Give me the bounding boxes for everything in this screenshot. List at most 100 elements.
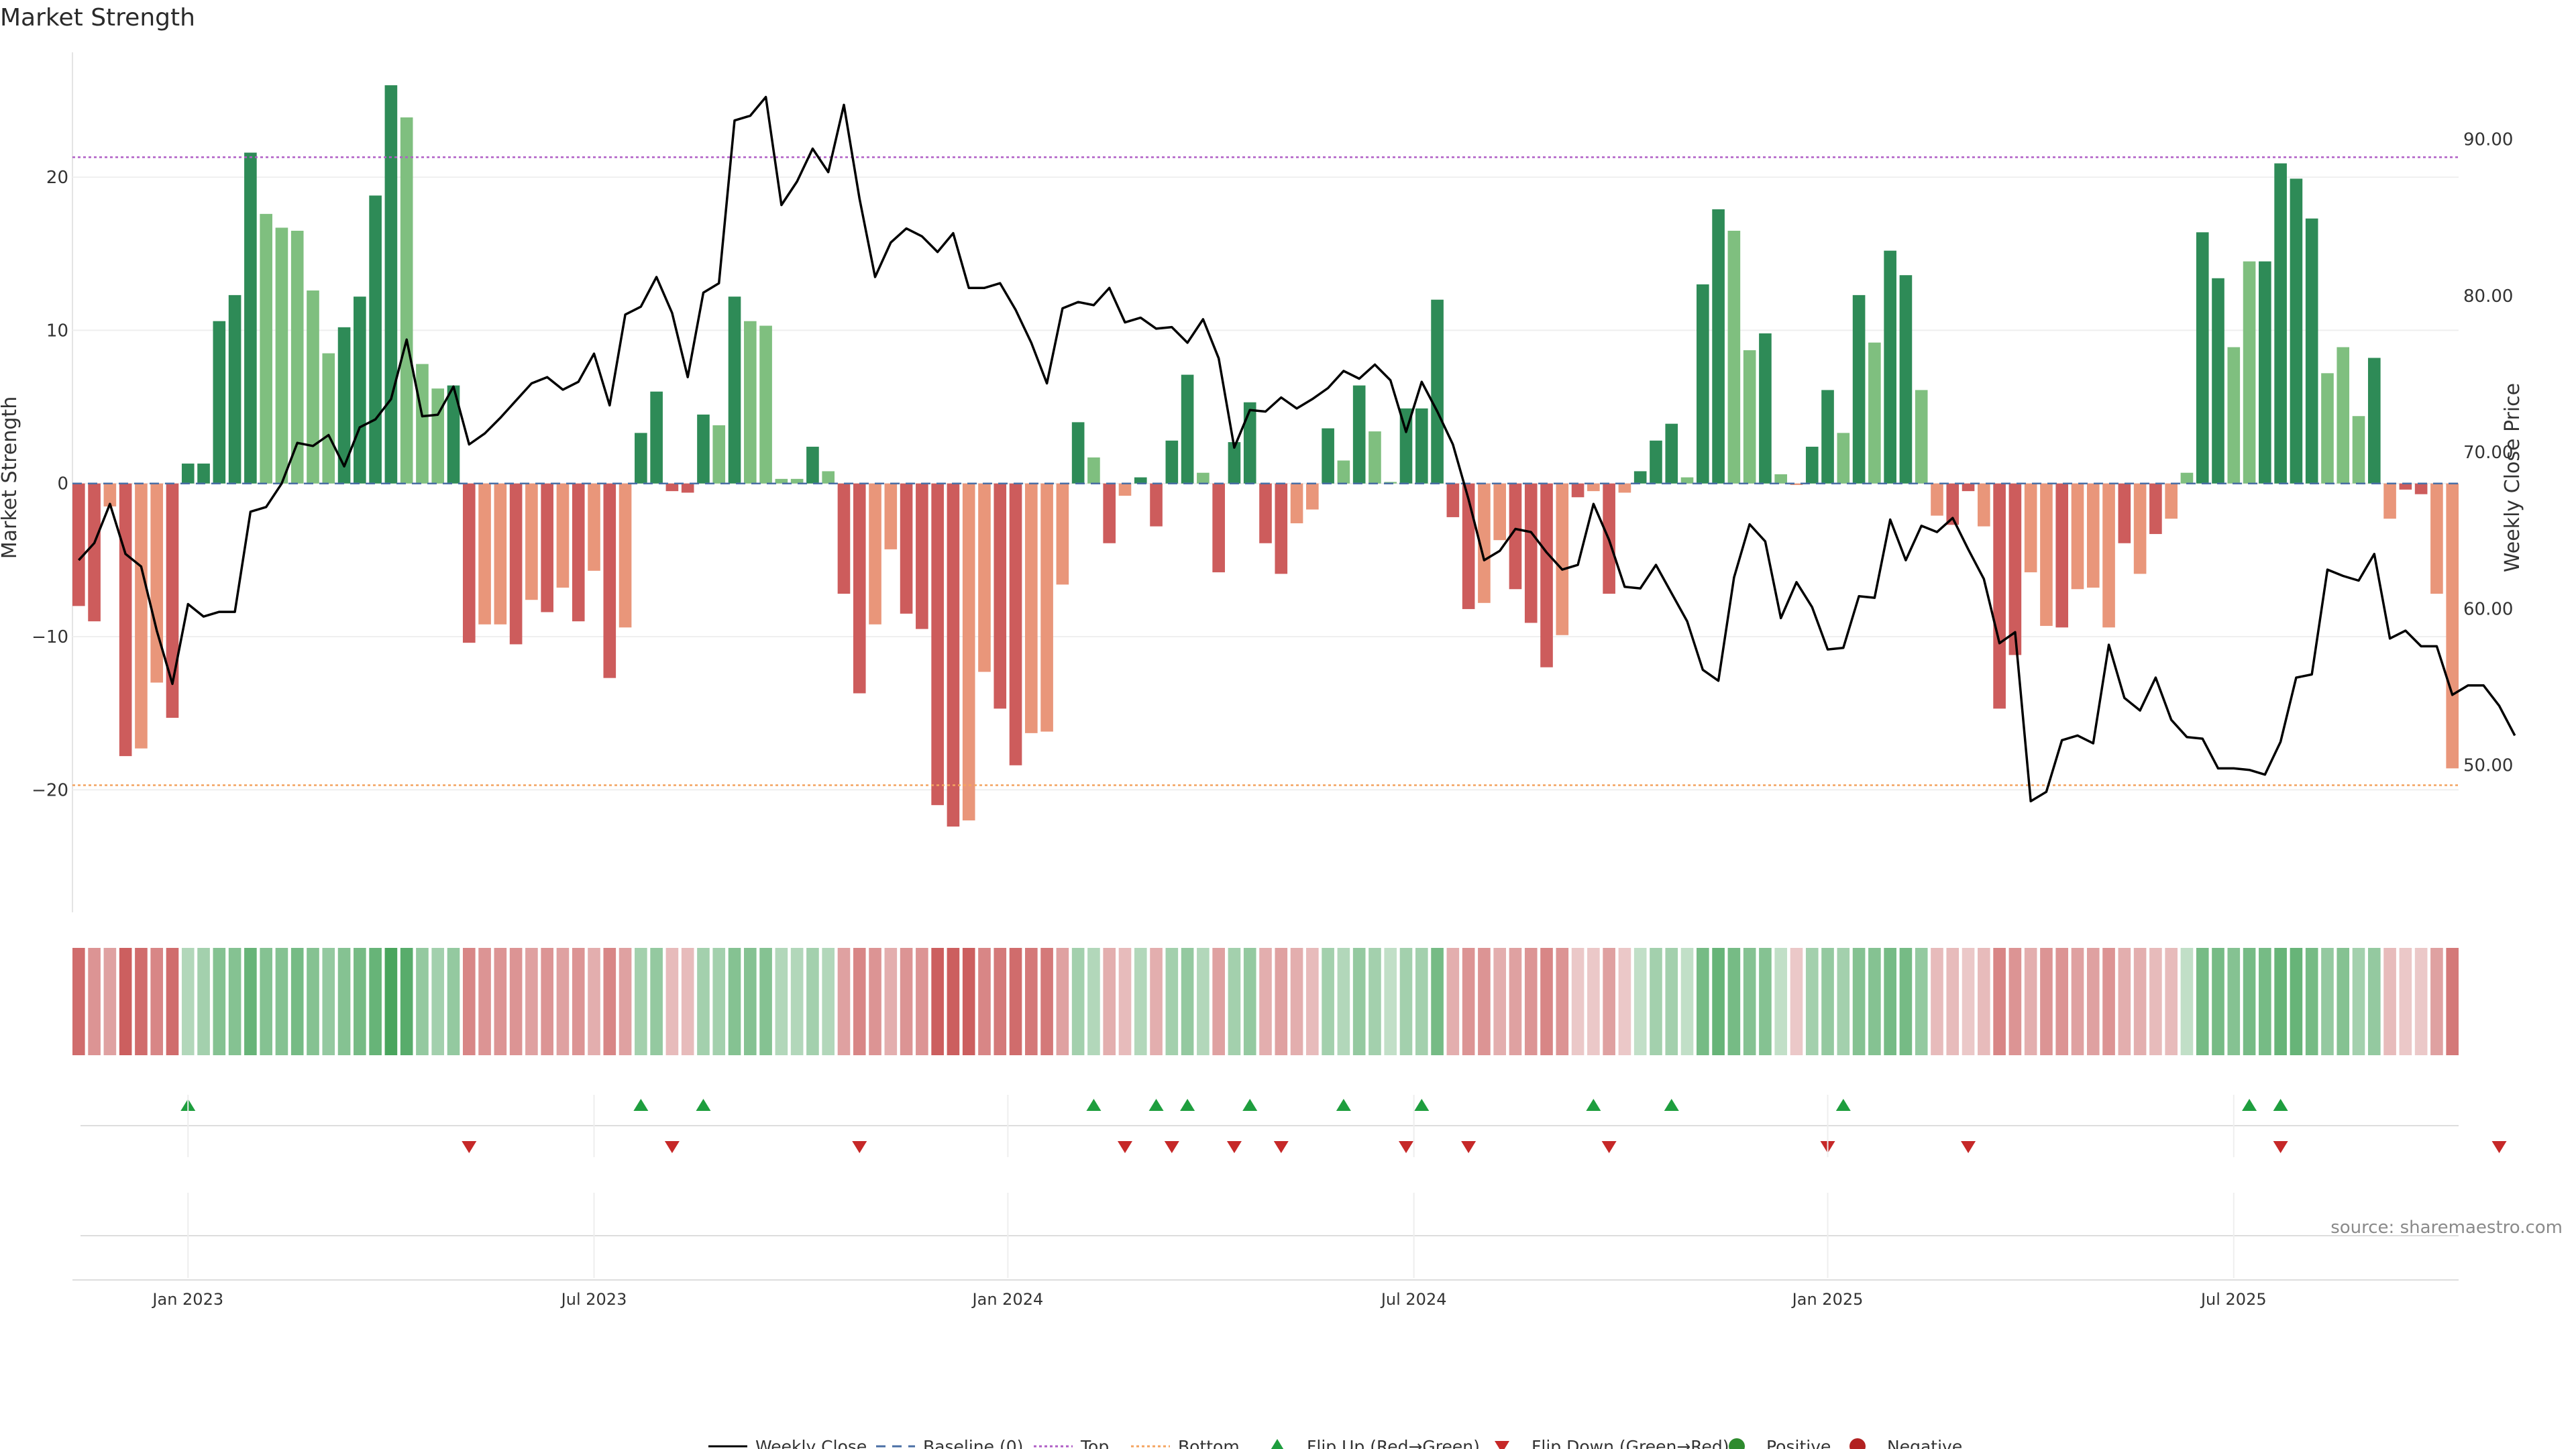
flip-down-marker — [1961, 1141, 1976, 1153]
gauge-cell — [150, 948, 164, 1055]
strength-bar — [447, 385, 460, 484]
gauge-cell — [2399, 948, 2412, 1055]
gauge-cell — [244, 948, 257, 1055]
strength-bar — [1134, 477, 1147, 484]
gauge-cell — [1618, 948, 1631, 1055]
legend-label: Flip Up (Red→Green) — [1307, 1437, 1480, 1449]
strength-bar — [2180, 472, 2194, 484]
gauge-cell — [447, 948, 460, 1055]
strength-bar — [556, 483, 570, 588]
gauge-cell — [1759, 948, 1772, 1055]
gauge-cell — [1056, 948, 1069, 1055]
x-tick-label: Jan 2023 — [151, 1290, 223, 1309]
strength-bar — [1446, 483, 1460, 517]
strength-bar — [2367, 358, 2381, 484]
gauge-cell — [2165, 948, 2178, 1055]
gauge-cell — [2259, 948, 2271, 1055]
gauge-cell — [572, 948, 585, 1055]
strength-bar — [2305, 218, 2318, 484]
strength-bar — [1243, 402, 1256, 484]
gauge-cell — [1103, 948, 1116, 1055]
gauge-cell — [1837, 948, 1850, 1055]
strength-bar — [181, 464, 195, 484]
right-axis-label: Weekly Close Price — [2501, 383, 2524, 572]
legend-swatch-negative — [1849, 1438, 1866, 1449]
strength-gauge-strip — [72, 948, 2459, 1055]
gauge-cell — [931, 948, 944, 1055]
strength-bar — [1712, 209, 1725, 484]
gauge-cell — [1852, 948, 1866, 1055]
gauge-cell — [1915, 948, 1928, 1055]
strength-bar — [135, 483, 148, 749]
strength-bar — [588, 483, 600, 571]
strength-bar — [150, 483, 164, 683]
gauge-cell — [1368, 948, 1381, 1055]
gauge-cell — [1071, 948, 1085, 1055]
gauge-cell — [619, 948, 632, 1055]
strength-bar — [1509, 483, 1522, 590]
gauge-cell — [1805, 948, 1819, 1055]
gauge-cell — [1446, 948, 1460, 1055]
gauge-cell — [1337, 948, 1350, 1055]
strength-bar — [244, 152, 257, 484]
x-tick-label: Jul 2024 — [1380, 1290, 1447, 1309]
gauge-cell — [2212, 948, 2224, 1055]
strength-bar — [1650, 440, 1662, 484]
strength-bar — [665, 483, 679, 492]
strength-bar — [416, 364, 429, 484]
gauge-cell — [1384, 948, 1397, 1055]
strength-bar — [775, 478, 788, 484]
left-tick-label: 10 — [46, 321, 68, 341]
legend-label: Flip Down (Green→Red) — [1532, 1437, 1729, 1449]
flip-markers — [80, 1099, 2507, 1153]
gauge-cell — [1509, 948, 1522, 1055]
flip-up-marker — [1835, 1099, 1851, 1111]
source-note: source: sharemaestro.com — [2330, 1218, 2563, 1238]
gauge-cell — [541, 948, 553, 1055]
legend-item-flip-up: Flip Up (Red→Green) — [1271, 1437, 1480, 1449]
strength-bars — [72, 85, 2459, 827]
strength-bar — [962, 483, 975, 821]
flip-up-marker — [2242, 1099, 2257, 1111]
strength-bar — [1978, 483, 1990, 527]
gauge-cell — [462, 948, 476, 1055]
gauge-cell — [2149, 948, 2162, 1055]
gauge-cell — [697, 948, 710, 1055]
gauge-cell — [1821, 948, 1834, 1055]
flip-up-marker — [1414, 1099, 1430, 1111]
strength-bar — [743, 321, 757, 484]
strength-bar — [541, 483, 553, 612]
gauge-cell — [103, 948, 117, 1055]
gauge-cell — [1603, 948, 1615, 1055]
strength-bar — [947, 483, 960, 827]
flip-up-marker — [1242, 1099, 1258, 1111]
gauge-cell — [869, 948, 881, 1055]
gauge-cell — [2383, 948, 2396, 1055]
right-tick-label: 60.00 — [2463, 599, 2513, 619]
strength-bar — [2055, 483, 2069, 628]
flip-up-marker — [1180, 1099, 1195, 1111]
flip-up-marker — [1336, 1099, 1351, 1111]
gauge-cell — [525, 948, 538, 1055]
strength-bar — [1790, 483, 1803, 485]
gauge-cell — [1962, 948, 1975, 1055]
strength-bar — [369, 195, 382, 484]
strength-bar — [337, 327, 351, 484]
flip-up-marker — [633, 1099, 649, 1111]
strength-bar — [1680, 477, 1694, 484]
strength-bar — [1696, 284, 1709, 484]
strength-bar — [1493, 483, 1506, 541]
legend-item-weekly-close: Weekly Close — [708, 1437, 867, 1449]
strength-bar — [931, 483, 944, 806]
strength-bar — [119, 483, 132, 757]
strength-bar — [1103, 483, 1116, 543]
legend-swatch-positive — [1729, 1438, 1745, 1449]
strength-bar — [2008, 483, 2022, 655]
strength-bar — [635, 433, 647, 484]
left-tick-label: −10 — [32, 627, 68, 647]
gauge-cell — [1462, 948, 1475, 1055]
legend-label: Positive — [1766, 1437, 1831, 1449]
gauge-cell — [806, 948, 819, 1055]
gauge-cell — [681, 948, 694, 1055]
strength-bar — [1431, 299, 1444, 484]
